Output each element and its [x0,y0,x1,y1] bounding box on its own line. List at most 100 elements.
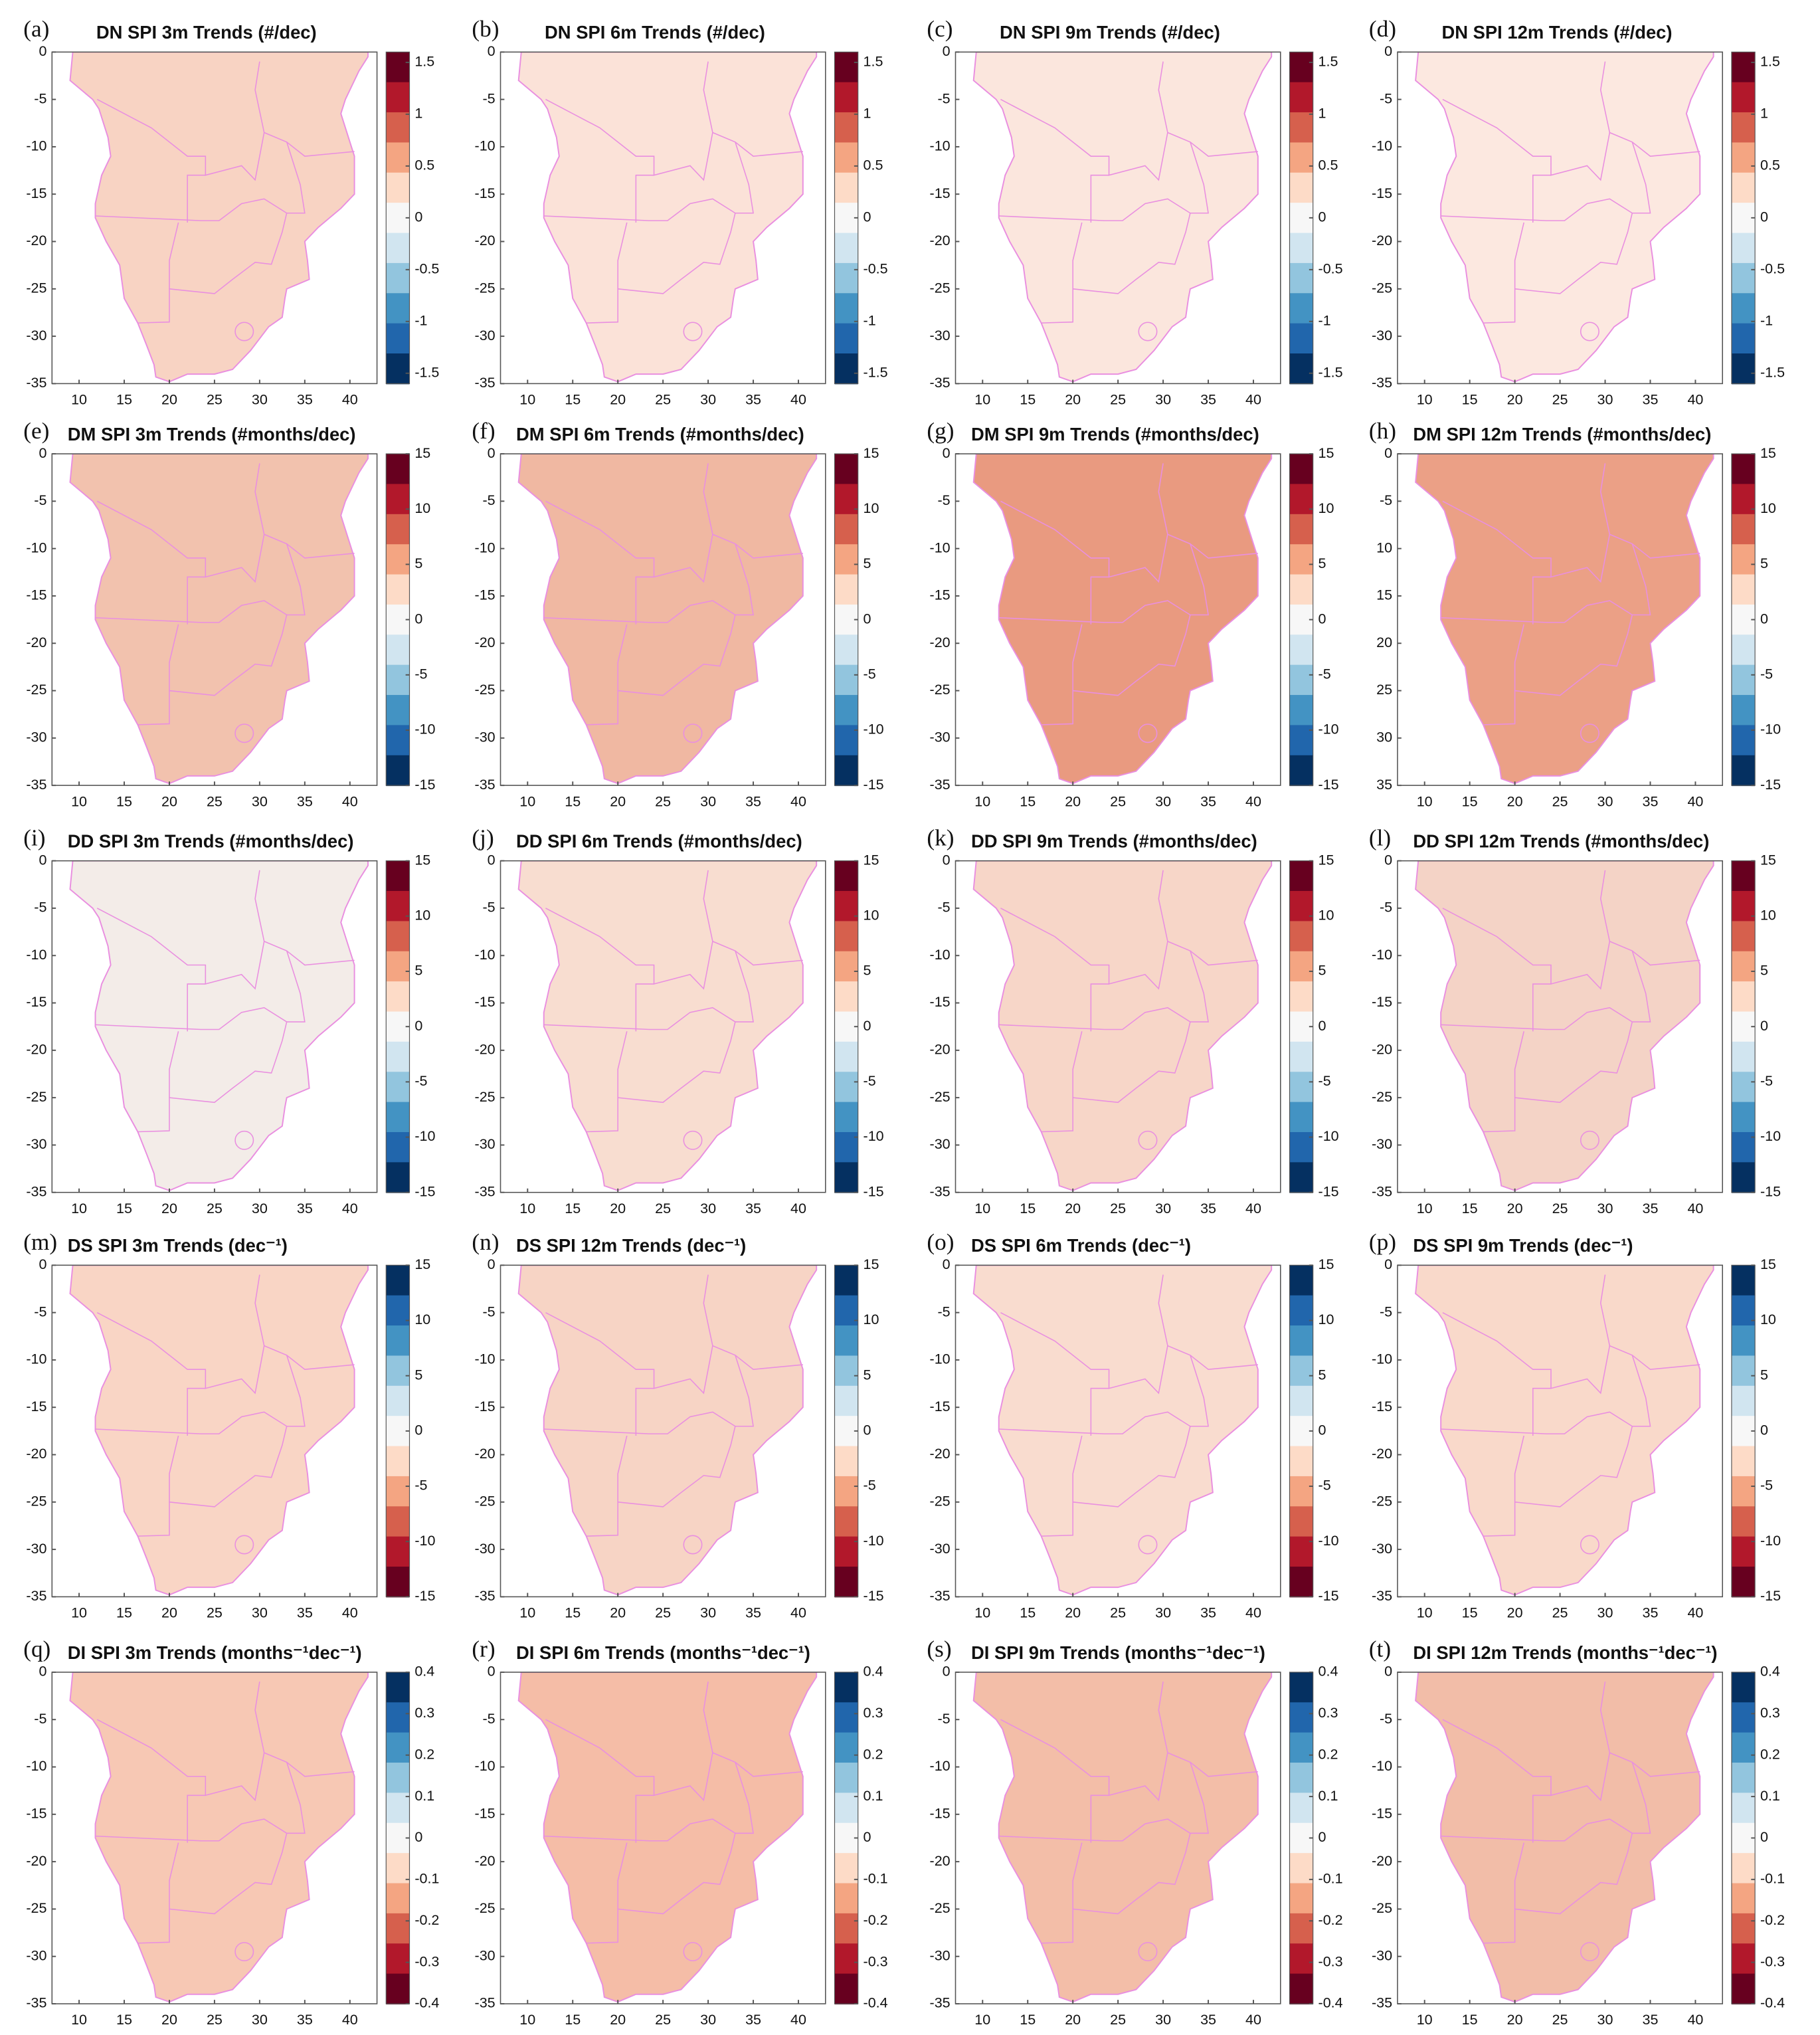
country-border [1483,624,1524,726]
colorbar-step [386,725,410,756]
y-tick-label: -20 [26,1853,46,1869]
colorbar-step [386,1536,410,1568]
colorbar-tick-label: 15 [414,445,430,461]
colorbar-step [1731,262,1756,294]
x-tick-label: 40 [1245,392,1261,408]
map [500,454,826,786]
panel-title: DD SPI 12m Trends (#months/dec) [1413,830,1709,851]
x-tick-label: 20 [1065,793,1081,809]
x-tick-label: 15 [1020,392,1036,408]
country-border [1532,1387,1551,1436]
colorbar-step [1289,860,1313,892]
x-tick-label: 35 [1200,1605,1216,1621]
colorbar-step [1731,1162,1756,1193]
x-tick-label: 20 [1065,392,1081,408]
y-tick-label: -5 [938,900,951,916]
x-tick-label: 10 [1417,793,1433,809]
colorbar-step [834,1913,858,1945]
panel-letter: (i) [23,824,45,850]
x-tick-label: 40 [342,1605,358,1621]
country-border [1580,724,1599,743]
x-tick-label: 20 [1507,1201,1523,1216]
y-tick-label: 0 [39,852,46,868]
colorbar-step [386,1131,410,1163]
panel-title: DM SPI 9m Trends (#months/dec) [971,424,1259,444]
colorbar-step [1731,1672,1756,1703]
y-tick-label: -25 [475,682,496,698]
colorbar-step [1289,574,1313,605]
colorbar-step [386,112,410,144]
land [69,454,369,785]
country-border [1041,624,1083,726]
colorbar-step [386,1476,410,1507]
country-border [95,1818,288,1842]
panel: 10 15 20 25 30 35 40 0 -5 -10 -15 -20 -25 -30 -35 (l) DD… [1369,824,1781,1216]
colorbar-tick-label: -5 [414,1073,427,1089]
colorbar-step [386,1355,410,1387]
panel-title: DN SPI 12m Trends (#/dec) [1441,22,1672,43]
map [52,1672,377,2004]
x-tick-label: 15 [1462,2012,1478,2028]
colorbar-step [1289,1295,1313,1327]
y-tick-label: -10 [26,947,46,963]
colorbar-tick-label: -10 [864,1128,884,1144]
colorbar-step [1289,1446,1313,1477]
y-tick-label: -15 [930,587,951,603]
colorbar-step [1731,1763,1756,1794]
y-tick-label: -25 [475,1900,496,1916]
country-border [137,1435,179,1537]
y-tick-label: 35 [1376,777,1392,793]
land [972,1265,1273,1596]
y-tick-label: 0 [1384,445,1392,461]
colorbar-tick-label: 0.4 [1760,1664,1780,1680]
x-tick-label: 25 [655,1201,671,1216]
x-tick-label: 35 [745,392,761,408]
panel-title: DM SPI 3m Trends (#months/dec) [68,424,356,444]
colorbar-tick-label: 0.5 [1760,157,1780,173]
colorbar-step [1289,695,1313,726]
colorbar-tick-label: 5 [414,1367,422,1383]
y-tick-label: 10 [1376,539,1392,555]
panel-letter: (o) [927,1229,954,1255]
colorbar-step [1731,891,1756,922]
x-tick-label: 20 [1065,1605,1081,1621]
x-tick-label: 20 [610,1605,626,1621]
x-tick-label: 35 [745,793,761,809]
x-tick-label: 35 [1643,793,1659,809]
colorbar-step [834,1853,858,1884]
country-border [998,1007,1191,1030]
colorbar-tick-label: 15 [414,1256,430,1272]
colorbar-tick-label: 5 [1760,555,1768,571]
land [69,860,369,1191]
colorbar-tick-label: 1 [864,106,871,122]
y-tick-label: -25 [475,280,496,296]
x-tick-label: 40 [1687,1605,1703,1621]
country-border [264,1752,355,1777]
colorbar-step [1289,1385,1313,1417]
x-tick-label: 20 [1507,392,1523,408]
colorbar-step [1289,1763,1313,1794]
country-border [1441,1411,1633,1434]
x-tick-label: 25 [1110,392,1126,408]
colorbar-tick-label: 0 [1319,209,1326,225]
map [955,1672,1281,2004]
country-border [712,533,803,559]
colorbar-tick-label: 0 [1760,1018,1768,1034]
x-tick-label: 15 [1462,1605,1478,1621]
colorbar-step [1289,1102,1313,1133]
map [52,1265,377,1597]
y-tick-label: -10 [1372,947,1392,963]
panel: 10 15 20 25 30 35 40 0 -5 -10 -15 -20 -25 -30 -35 (i) DD… [23,824,435,1216]
colorbar-step [1731,1295,1756,1327]
panel: 10 15 20 25 30 35 40 0 -5 -10 -15 -20 -25 -30 -35 (p) DS… [1369,1229,1781,1620]
country-border [169,1021,288,1104]
panel-title: DS SPI 9m Trends (dec⁻¹) [1413,1235,1633,1256]
x-tick-label: 15 [565,793,581,809]
x-tick-label: 30 [252,793,268,809]
colorbar-step [1289,1265,1313,1296]
colorbar-step [386,1732,410,1764]
colorbar-tick-label: 5 [1760,1367,1768,1383]
country-border [1090,983,1109,1032]
colorbar-tick-label: -15 [864,1183,884,1199]
